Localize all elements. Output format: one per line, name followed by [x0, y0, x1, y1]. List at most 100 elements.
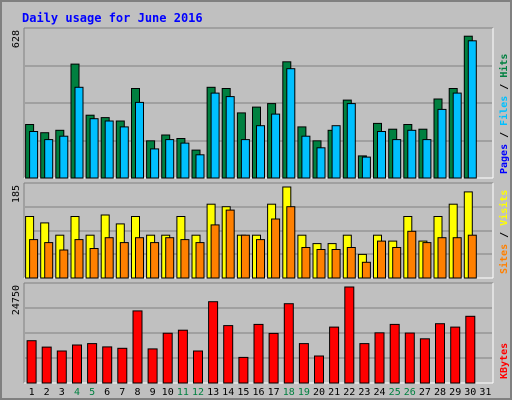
x-tick-label-day-15: 15	[237, 387, 249, 398]
bar-hits_files_pages-files-day-28	[437, 108, 447, 179]
x-tick-label-day-5: 5	[89, 387, 95, 398]
bar-visits_sites-sites-day-18	[286, 206, 296, 279]
legend-hits: Hits	[498, 54, 510, 78]
bar-kbytes-kbytes-day-12	[193, 350, 203, 384]
bar-visits_sites-sites-day-19	[301, 247, 311, 279]
legend-separator: /	[499, 78, 510, 96]
bar-kbytes-kbytes-day-5	[87, 343, 98, 384]
x-tick-label-day-29: 29	[449, 387, 461, 398]
bar-visits_sites-sites-day-16	[256, 239, 265, 279]
bar-kbytes-kbytes-day-3	[56, 350, 67, 384]
bar-hits_files_pages-files-day-8	[135, 101, 144, 179]
x-tick-label-day-20: 20	[313, 387, 325, 398]
bar-hits_files_pages-files-day-6	[104, 120, 114, 179]
chart-title: Daily usage for June 2016	[22, 11, 203, 25]
bar-kbytes-kbytes-day-20	[314, 355, 324, 384]
y-max-label: 628	[11, 30, 22, 48]
bar-hits_files_pages-files-day-7	[119, 126, 129, 179]
x-tick-label-day-1: 1	[29, 387, 35, 398]
legend-pages: Pages	[499, 144, 510, 174]
bar-hits_files_pages-files-day-4	[74, 86, 84, 179]
x-tick-label-day-6: 6	[104, 387, 110, 398]
bar-kbytes-kbytes-day-25	[389, 323, 400, 384]
bar-visits_sites-sites-day-21	[331, 249, 341, 279]
bar-visits_sites-sites-day-17	[271, 218, 281, 279]
bar-kbytes-kbytes-day-15	[238, 356, 249, 384]
bar-visits_sites-sites-day-10	[165, 237, 175, 279]
x-tick-label-day-16: 16	[252, 387, 264, 398]
bar-visits_sites-sites-day-25	[392, 247, 402, 279]
bar-kbytes-kbytes-day-4	[72, 344, 82, 384]
bar-hits_files_pages-files-day-27	[422, 139, 432, 179]
x-tick-label-day-22: 22	[343, 387, 355, 398]
y-max-label: 24750	[11, 285, 22, 315]
y-max-label: 185	[11, 185, 22, 203]
bar-hits_files_pages-files-day-16	[256, 125, 265, 179]
bar-visits_sites-sites-day-23	[361, 261, 371, 279]
bar-hits_files_pages-files-day-20	[316, 147, 326, 179]
series-legend-label: Pages / Files / Hits	[498, 54, 510, 174]
bar-kbytes-kbytes-day-16	[253, 323, 264, 384]
bar-kbytes-kbytes-day-30	[465, 315, 476, 384]
bar-hits_files_pages-files-day-29	[452, 92, 462, 179]
bar-hits_files_pages-files-day-3	[59, 135, 69, 179]
bar-kbytes-kbytes-day-29	[450, 326, 461, 384]
legend-sites: Sites	[498, 244, 510, 274]
x-tick-label-day-8: 8	[134, 387, 140, 398]
bar-hits_files_pages-files-day-18	[286, 68, 296, 179]
bar-hits_files_pages-files-day-19	[301, 135, 311, 179]
bar-hits_files_pages-files-day-24	[377, 131, 386, 179]
x-tick-label-day-23: 23	[358, 387, 370, 398]
bar-hits_files_pages-files-day-11	[180, 142, 190, 179]
bar-visits_sites-sites-day-9	[150, 242, 160, 279]
x-tick-label-day-9: 9	[150, 387, 156, 398]
bar-hits_files_pages-files-day-15	[240, 139, 250, 179]
x-tick-label-day-3: 3	[59, 387, 65, 398]
bar-visits_sites-sites-day-29	[452, 237, 462, 279]
x-tick-label-day-21: 21	[328, 387, 340, 398]
bar-hits_files_pages-files-day-30	[467, 40, 477, 179]
bar-kbytes-kbytes-day-23	[359, 343, 370, 384]
x-tick-label-day-28: 28	[434, 387, 446, 398]
bar-kbytes-kbytes-day-21	[329, 326, 340, 384]
bar-kbytes-kbytes-day-28	[435, 323, 445, 384]
bar-hits_files_pages-files-day-2	[44, 139, 54, 179]
bar-hits_files_pages-files-day-21	[331, 125, 341, 179]
bar-visits_sites-sites-day-3	[59, 249, 69, 279]
bar-visits_sites-sites-day-22	[346, 247, 356, 279]
bar-hits_files_pages-files-day-23	[361, 156, 371, 179]
bar-kbytes-kbytes-day-11	[177, 329, 188, 384]
bar-visits_sites-sites-day-7	[119, 242, 129, 279]
bar-kbytes-kbytes-day-19	[298, 343, 309, 384]
legend-files: Files	[498, 96, 510, 126]
bar-hits_files_pages-files-day-14	[225, 96, 235, 179]
bar-visits_sites-sites-day-12	[195, 242, 205, 279]
x-tick-label-day-11: 11	[177, 387, 189, 398]
bar-visits_sites-sites-day-30	[467, 234, 477, 279]
bar-visits_sites-sites-day-2	[44, 242, 54, 279]
bar-kbytes-kbytes-day-17	[268, 332, 279, 384]
x-tick-label-day-26: 26	[404, 387, 416, 398]
x-tick-label-day-25: 25	[389, 387, 401, 398]
bar-hits_files_pages-files-day-12	[195, 154, 205, 179]
bar-kbytes-kbytes-day-27	[419, 338, 430, 384]
x-tick-label-day-10: 10	[162, 387, 174, 398]
bar-hits_files_pages-files-day-25	[392, 139, 402, 179]
x-tick-label-day-14: 14	[222, 387, 234, 398]
x-tick-label-day-7: 7	[119, 387, 125, 398]
bar-visits_sites-sites-day-14	[225, 209, 235, 279]
bar-kbytes-kbytes-day-9	[147, 348, 158, 384]
bar-kbytes-kbytes-day-24	[374, 332, 385, 384]
bar-visits_sites-sites-day-24	[377, 240, 386, 279]
x-tick-label-day-27: 27	[419, 387, 431, 398]
legend-visits: Visits	[498, 190, 510, 226]
series-legend-label: Sites / Visits	[498, 190, 510, 274]
bar-kbytes-kbytes-day-10	[162, 332, 173, 384]
x-tick-label-day-2: 2	[44, 387, 50, 398]
x-tick-label-day-4: 4	[74, 387, 80, 398]
bar-kbytes-kbytes-day-22	[344, 286, 355, 384]
bar-visits_sites-sites-day-1	[29, 239, 39, 279]
bar-hits_files_pages-files-day-22	[346, 103, 356, 179]
